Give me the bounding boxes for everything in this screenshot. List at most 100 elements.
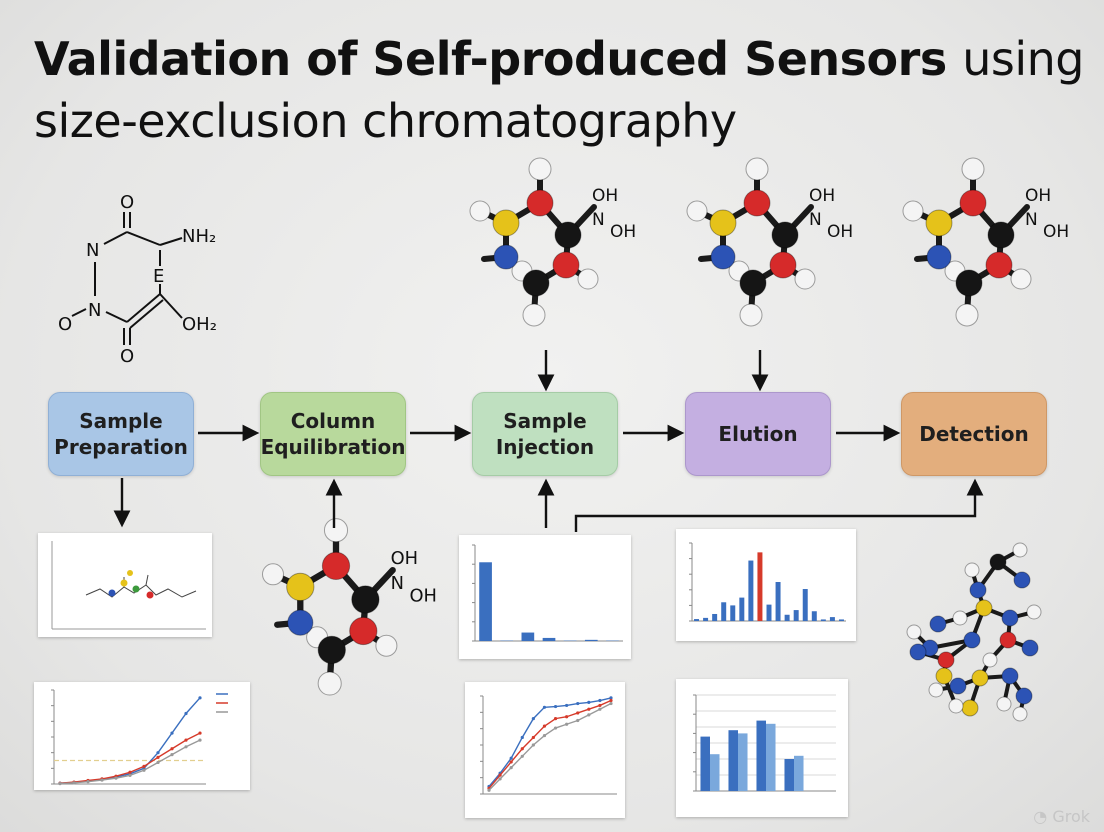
molecule-label-oh-right: OH — [827, 222, 853, 242]
atom-sphere — [323, 518, 349, 543]
atom-sphere — [552, 251, 580, 279]
bar — [739, 597, 745, 621]
data-point — [565, 722, 569, 726]
data-point — [156, 751, 160, 755]
atom-sphere — [929, 615, 947, 633]
bar — [757, 552, 763, 621]
line-chart-2 — [480, 695, 617, 795]
series-line — [488, 702, 612, 791]
data-point — [542, 733, 547, 738]
bar — [811, 611, 817, 621]
bar — [479, 562, 492, 641]
data-point — [509, 766, 513, 770]
data-point — [170, 753, 174, 757]
bar — [521, 632, 535, 641]
structure-atom-o-top: O — [120, 192, 134, 213]
atom-sphere — [985, 251, 1013, 279]
bar — [730, 605, 736, 621]
atom-sphere — [955, 269, 983, 297]
atom-sphere — [935, 667, 953, 685]
data-point — [576, 701, 580, 706]
structure-chart-thumbnail — [38, 533, 212, 637]
atom-sphere — [351, 585, 380, 614]
bar — [775, 582, 781, 621]
bar — [794, 755, 804, 791]
data-point — [531, 735, 535, 740]
data-point — [598, 703, 602, 708]
bar — [756, 720, 766, 791]
structure-atom-o-bottom: O — [120, 346, 134, 367]
atom-sphere — [906, 624, 922, 640]
atom-sphere — [987, 221, 1015, 249]
bar-chart-thumbnail-3 — [676, 679, 848, 817]
atom-sphere — [554, 221, 582, 249]
bar — [542, 637, 556, 641]
data-point — [587, 713, 591, 717]
bar — [829, 617, 835, 621]
data-point — [184, 745, 188, 749]
atom-sphere — [902, 200, 924, 222]
series-line — [59, 739, 201, 785]
atom-sphere — [937, 651, 955, 669]
data-point — [542, 705, 547, 709]
structure-atom-e: E — [153, 266, 164, 287]
atom-sphere — [526, 189, 554, 217]
atom-sphere — [1021, 639, 1039, 657]
atom-sphere — [262, 563, 284, 586]
atom-sphere — [989, 553, 1007, 571]
atom-sphere — [493, 244, 519, 270]
data-point — [498, 777, 502, 781]
data-point — [184, 738, 188, 742]
data-point — [509, 756, 513, 760]
atom-sphere — [1001, 667, 1019, 685]
line-chart-thumbnail-1 — [34, 682, 250, 790]
page-title: Validation of Self-produced Sensors usin… — [34, 28, 1084, 152]
molecule-label-oh-top: OH — [592, 186, 618, 206]
atom-sphere — [969, 581, 987, 599]
structure-atom-o-minus: O — [58, 314, 72, 335]
step-detection: Detection — [901, 392, 1047, 476]
atom-sphere — [964, 562, 980, 578]
step-column-equilibration: Column Equilibration — [260, 392, 406, 476]
data-point — [520, 747, 524, 751]
bar — [700, 736, 710, 791]
bar — [694, 619, 700, 621]
step-label-line1: Elution — [718, 422, 798, 446]
atom-sphere — [1012, 542, 1028, 558]
data-point — [531, 717, 535, 721]
atom-sphere — [925, 209, 953, 237]
atom-sphere — [321, 551, 351, 581]
atom-sphere — [963, 631, 981, 649]
data-point — [531, 743, 535, 747]
bar — [738, 733, 748, 791]
bar-chart-thumbnail-2 — [676, 529, 856, 641]
data-point — [72, 781, 76, 785]
line-chart-1 — [51, 689, 228, 786]
data-point — [100, 778, 104, 782]
data-point — [198, 731, 202, 735]
bar — [766, 604, 772, 621]
bar — [584, 639, 598, 641]
molecule-label-oh-right: OH — [410, 586, 437, 607]
step-label-line1: Sample — [503, 409, 587, 433]
title-second-line: size-exclusion chromatography — [34, 94, 737, 148]
atom-sphere — [1015, 687, 1033, 705]
atom-sphere — [1010, 268, 1032, 290]
bar — [721, 602, 727, 621]
data-point — [114, 776, 118, 780]
atom-sphere — [686, 200, 708, 222]
molecule-label-n: N — [391, 573, 404, 594]
atom-sphere — [959, 189, 987, 217]
molecule-label-n: N — [592, 210, 605, 230]
atom-sphere — [926, 244, 952, 270]
atom-sphere — [961, 157, 985, 181]
atom-sphere — [375, 634, 398, 657]
data-point — [576, 711, 580, 715]
molecule-model: OH N OH — [262, 518, 437, 696]
atom-sphere — [952, 610, 968, 626]
step-sample-injection: Sample Injection — [472, 392, 618, 476]
data-point — [553, 726, 558, 730]
atom-sphere — [996, 696, 1012, 712]
data-point — [128, 773, 132, 777]
data-point — [509, 760, 513, 764]
